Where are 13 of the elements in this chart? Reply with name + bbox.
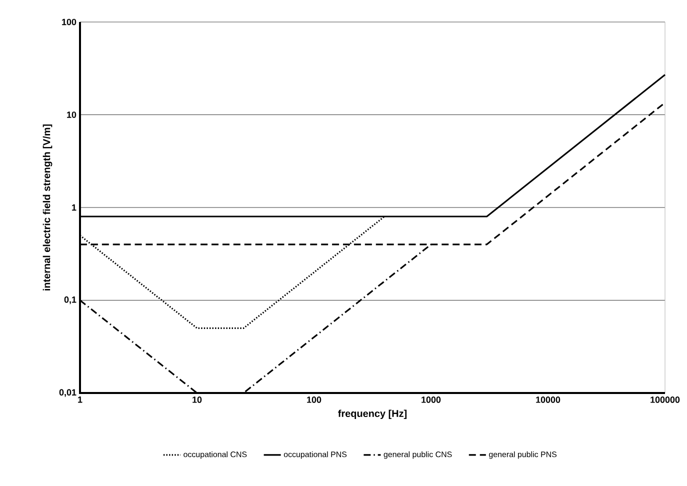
- x-axis-title: frequency [Hz]: [338, 410, 407, 419]
- y-tick-label: 0,01: [59, 389, 76, 397]
- x-tick-label: 1000: [422, 396, 441, 403]
- x-tick-label: 10000: [536, 396, 560, 403]
- x-tick-label: 100: [307, 396, 322, 403]
- y-tick-label: 1: [72, 204, 76, 211]
- x-tick-label: 1: [78, 396, 82, 403]
- y-tick-label: 10: [67, 112, 76, 118]
- x-tick-label: 100000: [650, 396, 680, 403]
- y-tick-label: 0,1: [64, 296, 76, 304]
- y-axis-title: internal electric field strength [V/m]: [42, 124, 52, 290]
- x-tick-label: 10: [192, 396, 202, 403]
- y-tick-label: 100: [62, 18, 76, 26]
